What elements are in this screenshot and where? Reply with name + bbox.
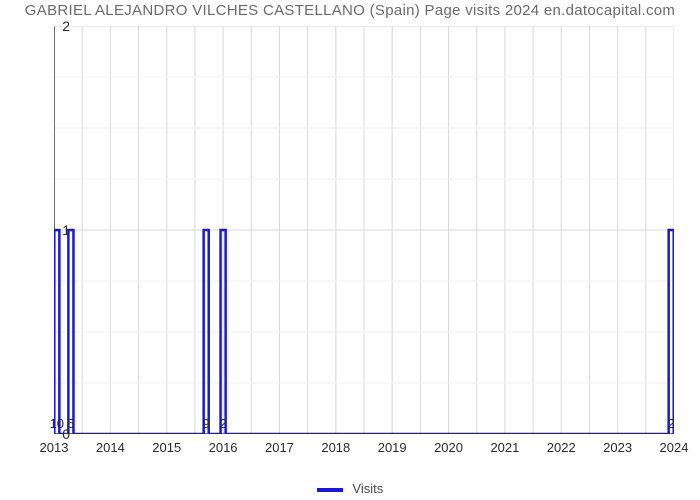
x-tick: 2021 [490, 440, 519, 455]
legend-text: Visits [352, 481, 383, 496]
x-tick: 2024 [660, 440, 689, 455]
chart-title: GABRIEL ALEJANDRO VILCHES CASTELLANO (Sp… [0, 2, 700, 19]
spike-label: 2 [668, 416, 675, 431]
x-tick: 2022 [547, 440, 576, 455]
spike-label: 9 [203, 416, 210, 431]
x-tick: 2023 [603, 440, 632, 455]
x-tick: 2016 [209, 440, 238, 455]
plot-area [54, 26, 674, 434]
spike-label: 2 [219, 416, 226, 431]
x-tick: 2017 [265, 440, 294, 455]
x-tick: 2018 [321, 440, 350, 455]
y-tick: 1 [62, 222, 70, 238]
y-tick: 2 [62, 18, 70, 34]
legend-swatch [317, 488, 343, 492]
x-tick: 2014 [96, 440, 125, 455]
x-tick: 2015 [152, 440, 181, 455]
x-tick: 2020 [434, 440, 463, 455]
chart-container: GABRIEL ALEJANDRO VILCHES CASTELLANO (Sp… [0, 0, 700, 500]
legend: Visits [0, 481, 700, 496]
x-tick: 2013 [40, 440, 69, 455]
chart-svg [54, 26, 674, 434]
x-tick: 2019 [378, 440, 407, 455]
spike-label: 5 [67, 416, 74, 431]
spike-label: 10 [50, 416, 64, 431]
